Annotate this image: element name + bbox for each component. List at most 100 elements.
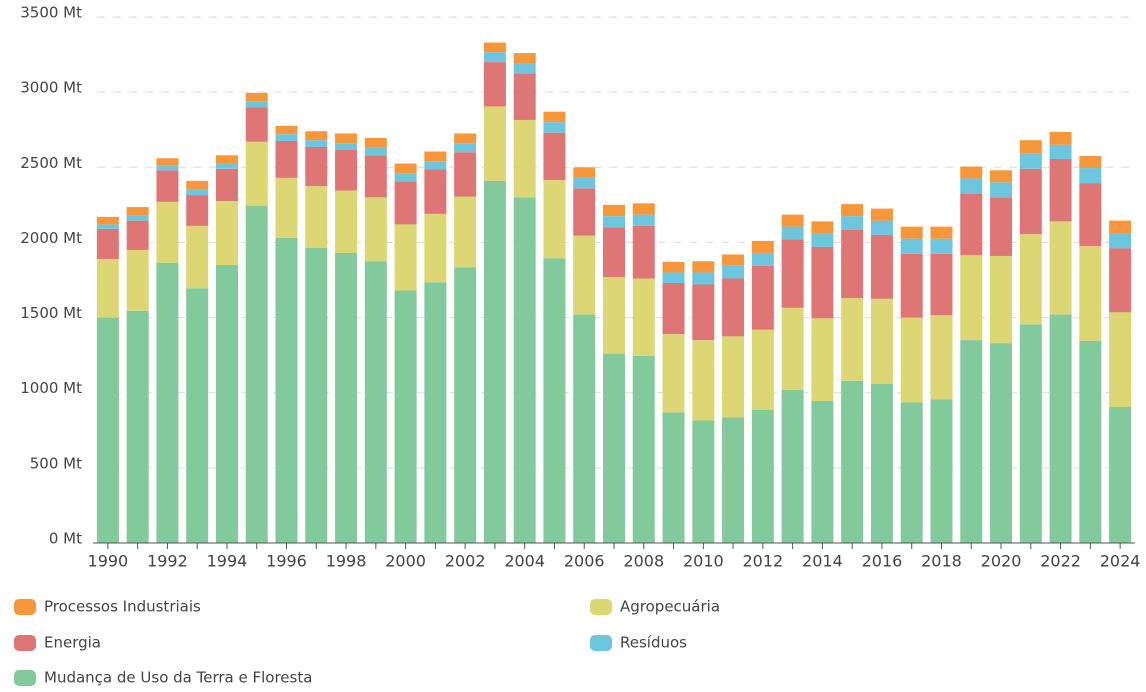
bar-segment [900,402,923,543]
bar-segment [722,417,745,543]
bar-segment [960,193,983,256]
bar-segment [1109,233,1132,249]
bar-segment [126,207,149,216]
bar-segment [126,249,149,311]
bar-segment [186,225,209,289]
x-tick-label: 1990 [88,552,129,571]
x-tick-label: 2018 [921,552,962,571]
bar-segment [96,317,119,543]
bar-segment [186,189,209,196]
bar-segment [513,73,536,120]
bar-segment [811,318,834,401]
bar-segment [543,180,566,259]
bar-segment [841,216,864,230]
bar-segment [126,310,149,543]
bar-segment [394,173,417,182]
bar-segment [990,182,1013,198]
y-tick-label: 1500 Mt [20,304,82,322]
bar-segment [96,216,119,225]
bar-segment [900,253,923,318]
legend-swatch [14,635,36,651]
legend-label: Agropecuária [620,598,720,616]
bar-segment [930,315,953,400]
bar-segment [454,196,477,268]
bar-segment [275,177,298,238]
legend-item: Mudança de Uso da Terra e Floresta [14,669,312,687]
bar-segment [424,151,447,162]
bar-segment [751,240,774,253]
bar-segment [364,137,387,148]
bar-segment [156,165,179,171]
bar-segment [156,262,179,543]
bar-segment [662,283,685,335]
bar-segment [603,276,625,354]
bar-segment [781,214,804,227]
bar-segment [513,53,536,64]
bar-segment [632,214,655,226]
bar-segment [692,284,715,341]
bar-segment [662,412,685,543]
bar-segment [454,267,477,543]
bar-segment [215,264,238,543]
bar-segment [126,215,149,221]
x-tick-label: 2002 [445,552,486,571]
bar-segment [870,383,893,543]
bar-segment [394,181,417,225]
bar-segment [1019,153,1042,169]
bar-segment [1049,131,1072,145]
x-tick-label: 2020 [981,552,1022,571]
bar-segment [245,141,268,206]
bar-segment [692,420,715,543]
bar-segment [424,213,447,283]
legend-item: Energia [14,634,101,652]
bar-segment [394,224,417,291]
bar-segment [275,140,298,178]
x-tick-label: 2022 [1040,552,1081,571]
bar-segment [751,329,774,410]
legend-label: Mudança de Uso da Terra e Floresta [44,669,312,687]
bar-segment [692,261,715,273]
bar-segment [483,180,506,543]
bar-segment [722,278,745,337]
bar-segment [1079,156,1102,169]
bar-segment [990,197,1013,256]
bar-segment [900,238,923,254]
bar-segment [156,170,179,202]
bar-segment [573,235,596,315]
bar-segment [305,186,328,248]
bar-segment [722,265,745,279]
bar-segment [424,169,447,214]
bar-segment [751,252,774,266]
bar-segment [1049,159,1072,222]
bar-segment [900,317,923,403]
bar-segment [483,62,506,107]
bar-segment [662,272,685,284]
legend-swatch [14,670,36,686]
bar-segment [781,226,804,240]
bar-segment [245,101,268,108]
legend-item: Processos Industriais [14,598,201,616]
legend-item: Agropecuária [590,598,720,616]
bar-segment [811,233,834,247]
bar-segment [632,278,655,356]
bar-segment [513,197,536,544]
bar-segment [305,247,328,543]
legend-label: Processos Industriais [44,598,201,616]
bar-segment [543,258,566,543]
x-tick-label: 1996 [266,552,307,571]
y-tick-label: 0 Mt [49,530,82,548]
bar-segment [870,220,893,235]
bar-segment [245,205,268,543]
bar-segment [215,155,238,164]
x-tick-label: 2024 [1100,552,1141,571]
bar-segment [632,355,655,543]
bar-segment [1019,168,1042,235]
bar-segment [722,336,745,418]
bar-segment [841,204,864,217]
bar-segment [1049,314,1072,543]
bar-segment [215,201,238,265]
bar-segment [930,226,953,239]
bar-segment [96,224,119,229]
bar-segment [126,220,149,250]
